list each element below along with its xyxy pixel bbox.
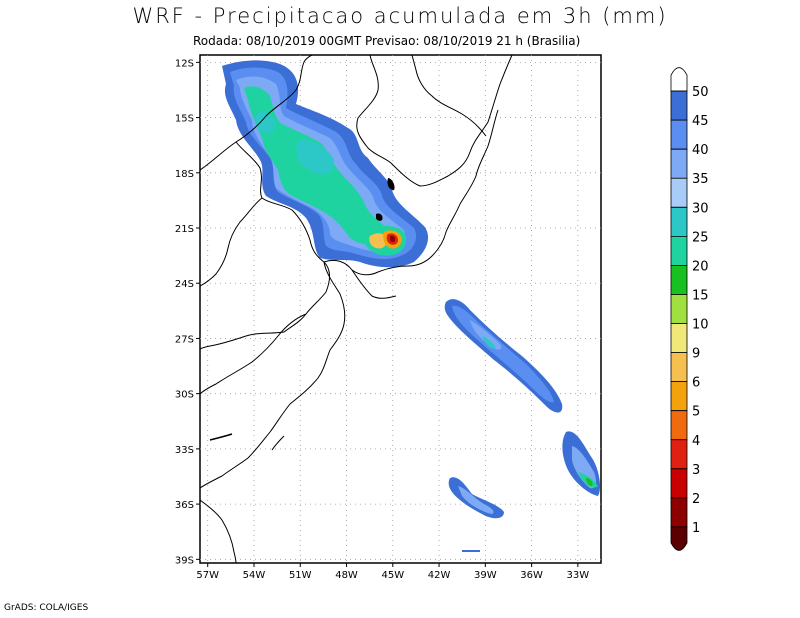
- latitude-tick-labels: 12S 15S 18S 21S 24S 27S 30S 33S 36S 39S: [175, 58, 200, 566]
- lon-tick-label: 51W: [289, 570, 312, 581]
- lat-tick-label: 36S: [175, 500, 194, 511]
- colorbar-swatch: [670, 265, 688, 295]
- colorbar-swatch: [670, 410, 688, 441]
- political-boundaries: [200, 55, 513, 563]
- colorbar-label: 9: [692, 347, 700, 362]
- colorbar-label: 45: [692, 114, 709, 129]
- lat-tick-label: 30S: [175, 390, 194, 401]
- colorbar-label: 3: [692, 463, 700, 478]
- colorbar-label: 35: [692, 172, 709, 187]
- colorbar-label: 5: [692, 405, 700, 420]
- lat-tick-label: 27S: [175, 334, 194, 345]
- lat-tick-label: 18S: [175, 169, 194, 180]
- lat-tick-label: 24S: [175, 279, 194, 290]
- precipitation-field: [222, 60, 600, 552]
- colorbar-label: 30: [692, 201, 709, 216]
- colorbar-swatch: [670, 206, 688, 237]
- colorbar-swatch: [670, 119, 688, 150]
- lon-tick-label: 57W: [196, 570, 219, 581]
- colorbar-label: 6: [692, 376, 700, 391]
- colorbar-swatch: [670, 177, 688, 208]
- lon-tick-label: 45W: [381, 570, 404, 581]
- colorbar-swatch: [670, 67, 688, 92]
- colorbar-label: 50: [692, 85, 709, 100]
- credit-text: GrADS: COLA/IGES: [4, 603, 89, 613]
- colorbar-label: 2: [692, 492, 700, 507]
- lon-tick-label: 36W: [520, 570, 543, 581]
- lon-tick-label: 42W: [428, 570, 451, 581]
- colorbar-swatch: [670, 439, 688, 470]
- lon-tick-label: 54W: [243, 570, 266, 581]
- colorbar-label: 20: [692, 259, 709, 274]
- lat-tick-label: 12S: [175, 58, 194, 69]
- lat-tick-label: 21S: [175, 224, 194, 235]
- colorbar-label: 10: [692, 318, 709, 333]
- colorbar-label: 1: [692, 521, 700, 536]
- colorbar-swatch: [670, 526, 688, 551]
- longitude-tick-labels: 57W 54W 51W 48W 45W 42W 39W 36W 33W: [196, 563, 589, 581]
- lat-tick-label: 33S: [175, 445, 194, 456]
- colorbar-swatch: [670, 90, 688, 121]
- colorbar-swatch: [670, 381, 688, 412]
- colorbar-swatch: [670, 235, 688, 266]
- lon-tick-label: 48W: [335, 570, 358, 581]
- colorbar-label: 40: [692, 143, 709, 158]
- colorbar-swatch: [670, 148, 688, 179]
- lon-tick-label: 33W: [567, 570, 590, 581]
- colorbar-label: 15: [692, 288, 709, 303]
- colorbar-swatch: [670, 294, 688, 324]
- map-title: WRF - Precipitacao acumulada em 3h (mm): [132, 4, 668, 28]
- colorbar-swatch: [670, 497, 688, 528]
- colorbar-swatch: [670, 323, 688, 353]
- lon-tick-label: 39W: [474, 570, 497, 581]
- lat-tick-label: 39S: [175, 555, 194, 566]
- map-subtitle: Rodada: 08/10/2019 00GMT Previsao: 08/10…: [193, 34, 581, 48]
- colorbar-swatch: [670, 468, 688, 499]
- colorbar-swatch: [670, 352, 688, 383]
- colorbar-label: 4: [692, 434, 700, 449]
- colorbar-label: 25: [692, 230, 709, 245]
- lat-tick-label: 15S: [175, 114, 194, 125]
